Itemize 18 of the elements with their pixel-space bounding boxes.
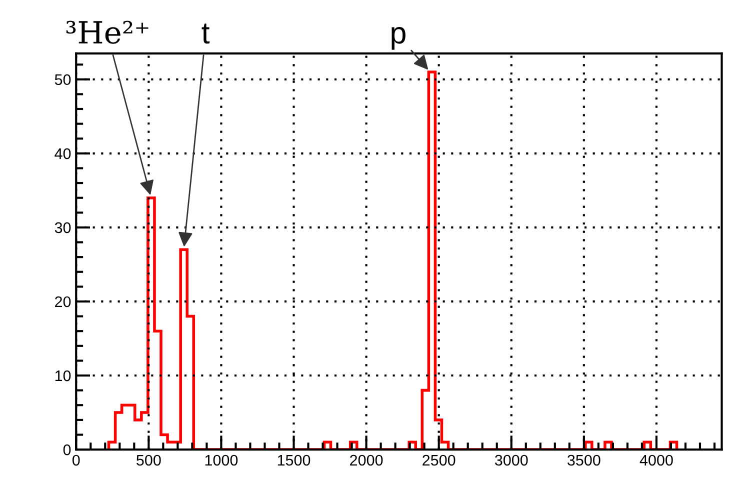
- x-tick-label: 1500: [278, 454, 310, 466]
- y-tick-label: 20: [55, 296, 71, 308]
- annotation: t: [202, 24, 210, 44]
- x-tick-label: 500: [136, 454, 161, 466]
- y-tick-label: 30: [54, 222, 71, 234]
- y-tick-label: 0: [63, 444, 71, 456]
- x-tick-label: 3000: [494, 454, 528, 466]
- y-tick-label: 50: [54, 74, 71, 86]
- annotation: ³He²⁺: [66, 20, 148, 44]
- x-tick-label: 2000: [350, 454, 383, 466]
- x-tick-label: 3500: [568, 454, 600, 466]
- x-tick-label: 0: [72, 454, 80, 466]
- y-tick-label: 40: [54, 148, 71, 160]
- y-tick-label: 10: [55, 370, 71, 382]
- x-tick-label: 2500: [422, 454, 456, 466]
- x-tick-label: 1000: [205, 454, 238, 466]
- x-tick-label: 4000: [640, 454, 673, 466]
- annotation: p: [392, 26, 406, 50]
